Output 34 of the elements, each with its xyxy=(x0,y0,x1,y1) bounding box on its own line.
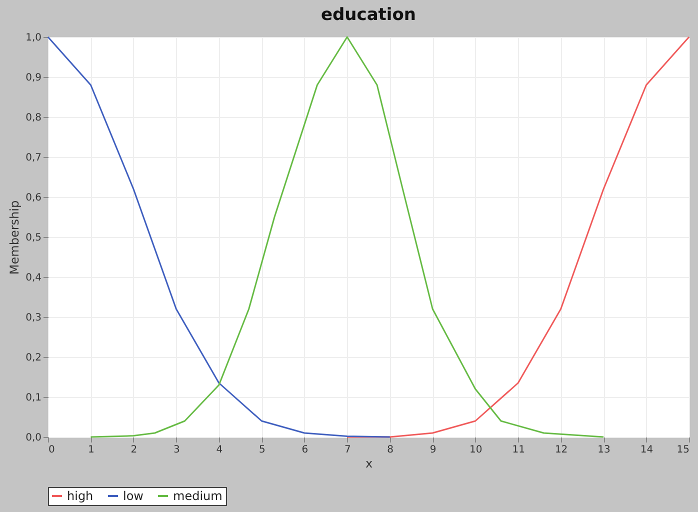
x-tick-label: 11 xyxy=(512,444,525,456)
y-tick-label: 0,6 xyxy=(26,192,42,204)
y-tick-label: 1,0 xyxy=(26,32,42,44)
x-tick-label: 13 xyxy=(598,444,610,456)
y-tick-label: 0,2 xyxy=(26,352,42,364)
y-tick-label: 0,8 xyxy=(26,112,42,124)
x-tick-label: 8 xyxy=(387,444,394,456)
y-tick-label: 0,1 xyxy=(26,392,42,404)
x-tick-label: 15 xyxy=(676,444,690,456)
y-tick-label: 0,3 xyxy=(26,312,42,324)
y-tick-label: 0,7 xyxy=(26,152,42,164)
x-tick-label: 4 xyxy=(216,444,223,456)
x-tick-label: 10 xyxy=(469,444,482,456)
legend-label: medium xyxy=(173,489,222,503)
x-tick-label: 1 xyxy=(88,444,94,456)
x-tick-label: 2 xyxy=(130,444,138,456)
y-tick-label: 0,0 xyxy=(26,432,42,444)
x-tick-label: 14 xyxy=(640,444,654,456)
line-series xyxy=(90,36,604,438)
x-tick-label: 6 xyxy=(302,444,308,456)
chart-title: education xyxy=(320,5,416,25)
x-tick-label: 5 xyxy=(258,444,266,456)
y-tick-label: 0,4 xyxy=(26,272,42,284)
x-tick-label: 3 xyxy=(174,444,180,456)
x-tick-label: 7 xyxy=(344,444,351,456)
y-tick-label: 0,9 xyxy=(26,72,42,84)
x-tick-label: 9 xyxy=(430,444,436,456)
legend-label: high xyxy=(67,489,94,503)
legend-label: low xyxy=(123,489,144,503)
y-axis-title: Membership xyxy=(8,200,22,275)
x-tick-label: 0 xyxy=(48,444,55,456)
x-axis-title: x xyxy=(365,456,373,470)
x-tick-label: 12 xyxy=(554,444,568,456)
y-tick-label: 0,5 xyxy=(26,232,42,244)
